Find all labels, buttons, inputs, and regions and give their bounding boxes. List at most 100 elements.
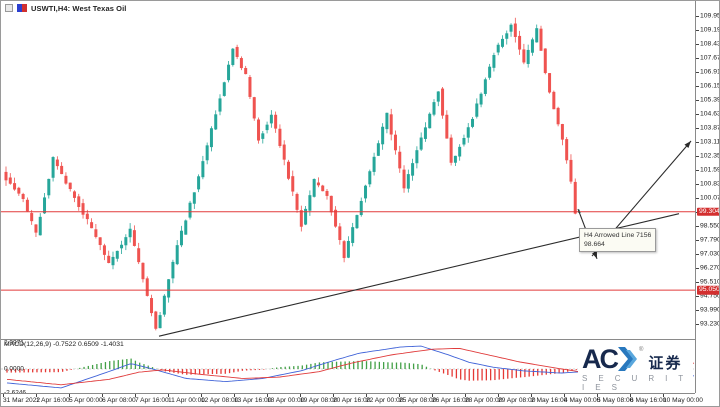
candle: [299, 210, 303, 227]
candle: [436, 91, 440, 102]
candle: [141, 262, 145, 280]
price-axis-tick: [696, 43, 699, 45]
candle: [518, 35, 522, 50]
candle: [312, 179, 316, 197]
candle: [51, 157, 55, 178]
candle: [188, 202, 192, 218]
price-axis-tick: [696, 127, 699, 129]
candle: [479, 93, 483, 105]
macd-indicator-label: MACD(12,26,9) -0.7522 0.6509 -1.4031: [4, 341, 124, 348]
candle: [389, 114, 393, 135]
logo-chevron-icon: [618, 347, 637, 371]
price-axis-label: 107.670: [700, 54, 719, 62]
time-axis-label: 19 Apr 08:00: [300, 397, 338, 404]
candle: [539, 28, 543, 51]
candle: [102, 245, 106, 255]
candle: [466, 127, 470, 138]
time-axis-label: 7 Apr 16:00: [135, 397, 169, 404]
price-axis-tick: [696, 85, 699, 87]
time-axis-label: 12 Apr 08:00: [201, 397, 239, 404]
time-axis-tick: [102, 394, 103, 397]
price-axis-label: 106.910: [700, 68, 719, 76]
time-axis-label: 25 Apr 08:00: [399, 397, 437, 404]
time-axis-label: 5 Apr 00:00: [69, 397, 103, 404]
candle: [154, 311, 158, 329]
candle: [81, 203, 85, 215]
time-axis-label: 2 May 16:00: [531, 397, 568, 404]
candle: [38, 216, 42, 236]
candlestick-chart-icon: [17, 4, 27, 12]
candle: [30, 213, 34, 222]
candle: [55, 159, 59, 167]
candle: [197, 176, 201, 190]
candle: [316, 182, 320, 186]
candle: [513, 23, 517, 37]
candle: [351, 227, 355, 243]
price-axis[interactable]: 99.304 95.050 109.950 109.190 108.430 107.670…: [696, 1, 720, 393]
candle: [526, 49, 530, 64]
candle: [120, 244, 124, 249]
price-axis-label: 101.590: [700, 166, 719, 174]
candle: [419, 137, 423, 150]
price-axis-tick: [696, 309, 699, 311]
candle: [158, 315, 162, 329]
candle: [342, 241, 346, 259]
object-tooltip: H4 Arrowed Line 7156 98.664: [579, 228, 657, 252]
time-axis-tick: [366, 394, 367, 397]
price-axis-tick: [696, 295, 699, 297]
price-axis-label: 93.990: [700, 306, 720, 314]
candle: [346, 240, 350, 258]
price-line-badge[interactable]: 95.050: [697, 285, 720, 295]
candle: [505, 33, 509, 39]
candle: [308, 195, 312, 211]
time-axis-tick: [432, 394, 433, 397]
candle: [441, 88, 445, 116]
candle: [552, 91, 556, 110]
time-axis-tick: [168, 394, 169, 397]
price-axis-tick: [696, 99, 699, 101]
candle: [227, 64, 231, 81]
candle: [13, 183, 17, 190]
time-axis-tick: [36, 394, 37, 397]
candle: [411, 163, 415, 176]
titlebar: USWTI,H4: West Texas Oil: [5, 3, 126, 13]
logo-securities-text: S E C U R I T I E S: [582, 374, 688, 392]
chart-canvas[interactable]: [1, 1, 695, 393]
candle: [64, 175, 68, 184]
candle: [150, 298, 154, 314]
price-line-badge[interactable]: 99.304: [697, 207, 720, 217]
candle: [85, 213, 89, 220]
window-icon[interactable]: [5, 4, 13, 12]
candle: [201, 161, 205, 178]
candle: [372, 156, 376, 172]
candle: [98, 237, 102, 246]
candle: [291, 176, 295, 192]
candle: [269, 114, 273, 124]
pane-separator[interactable]: [1, 339, 695, 340]
candle: [338, 226, 342, 241]
candle: [231, 48, 235, 65]
time-axis-tick: [399, 394, 400, 397]
candle: [278, 128, 282, 146]
price-axis-tick: [696, 253, 699, 255]
candle: [368, 171, 372, 185]
price-axis-tick: [696, 239, 699, 241]
candle: [385, 112, 389, 130]
time-axis-label: 11 Apr 00:00: [168, 397, 205, 404]
tooltip-price: 98.664: [584, 241, 605, 248]
time-axis-label: 6 May 16:00: [630, 397, 667, 404]
candle: [265, 124, 269, 131]
candle: [548, 73, 552, 93]
candle: [209, 128, 213, 148]
candle: [162, 295, 166, 315]
price-axis-label: 97.790: [700, 236, 720, 244]
candle: [94, 229, 98, 237]
candle: [17, 187, 21, 194]
candle: [124, 237, 128, 246]
time-axis[interactable]: 31 Mar 2022 1 Apr 16:00 5 Apr 00:00 6 Apr 0…: [1, 393, 703, 406]
candle: [500, 38, 504, 47]
candle: [132, 230, 136, 246]
candle: [214, 114, 218, 130]
candle: [205, 145, 209, 161]
